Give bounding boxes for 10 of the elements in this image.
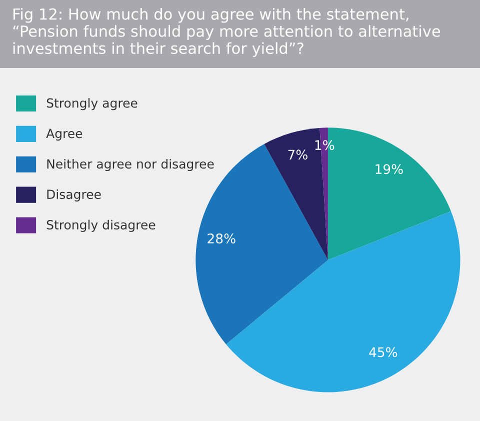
data-label: 28% <box>208 233 236 244</box>
data-label: 45% <box>369 347 398 358</box>
data-label: 7% <box>288 150 308 160</box>
legend-label: Agree <box>46 128 82 141</box>
legend-label: Strongly disagree <box>46 220 156 232</box>
legend-label: Disagree <box>47 189 101 202</box>
data-label: 19% <box>376 164 403 174</box>
legend-label: Neither agree nor disagree <box>47 158 214 172</box>
chart-title: Fig 12: How much do you agree with the statement, “Pension funds should pay more attention to alternative investments in their search for yield”? <box>13 8 440 57</box>
legend-label: Strongly agree <box>46 98 138 110</box>
